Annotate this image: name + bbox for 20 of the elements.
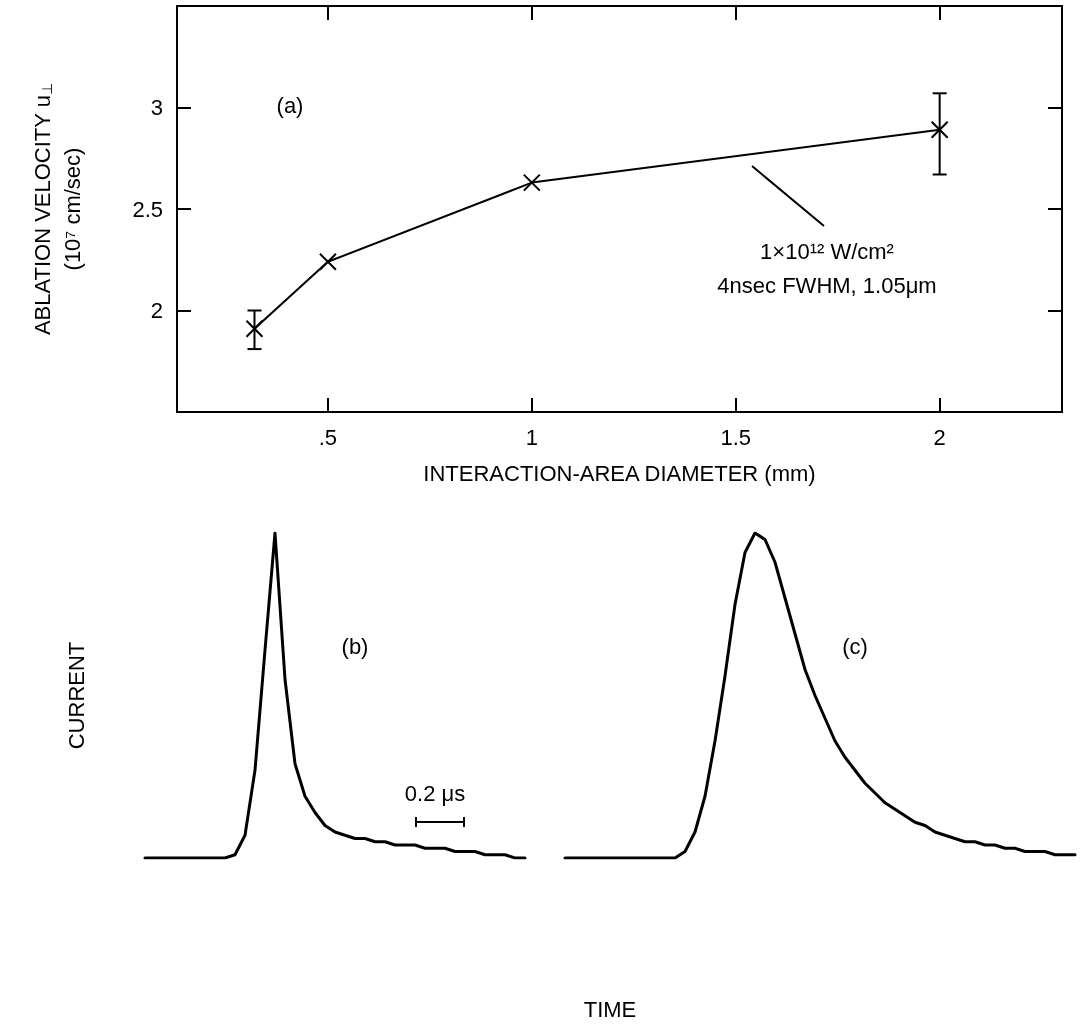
- text: ABLATION VELOCITY u⊥ (10⁷ cm/sec): [29, 82, 85, 336]
- annotation: 0.2 μs: [404, 780, 466, 806]
- annotation: (a): [276, 92, 304, 118]
- y-tick-label: 2: [150, 298, 163, 323]
- annotation: (c): [842, 634, 868, 660]
- point: [522, 173, 541, 192]
- annotation: (b): [341, 634, 369, 660]
- y-tick-label: 2.5: [132, 196, 163, 222]
- annotation: 1×10¹² W/cm² 4nsec FWHM, 1.05μm: [717, 238, 937, 298]
- point: [930, 120, 949, 139]
- x-tick-label: .5: [318, 424, 338, 450]
- x-tick-label: 2: [933, 424, 946, 450]
- y-axis-title: CURRENT: [63, 641, 89, 750]
- x-tick-label: 1: [525, 424, 538, 450]
- x-axis-title: TIME: [583, 996, 637, 1022]
- x-axis-title: INTERACTION-AREA DIAMETER (mm): [423, 460, 816, 486]
- y-tick-label: 3: [150, 95, 163, 120]
- point: [245, 319, 264, 338]
- x-tick-label: 1.5: [720, 424, 752, 450]
- point: [318, 252, 337, 271]
